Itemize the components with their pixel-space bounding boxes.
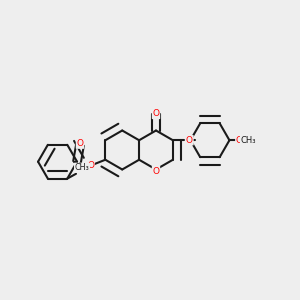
Text: O: O [76,139,83,148]
Text: O: O [236,136,243,145]
Text: O: O [87,161,94,170]
Text: O: O [152,110,160,118]
Text: O: O [186,136,193,145]
Text: CH₃: CH₃ [241,136,256,145]
Text: O: O [152,167,160,176]
Text: CH₃: CH₃ [75,163,89,172]
